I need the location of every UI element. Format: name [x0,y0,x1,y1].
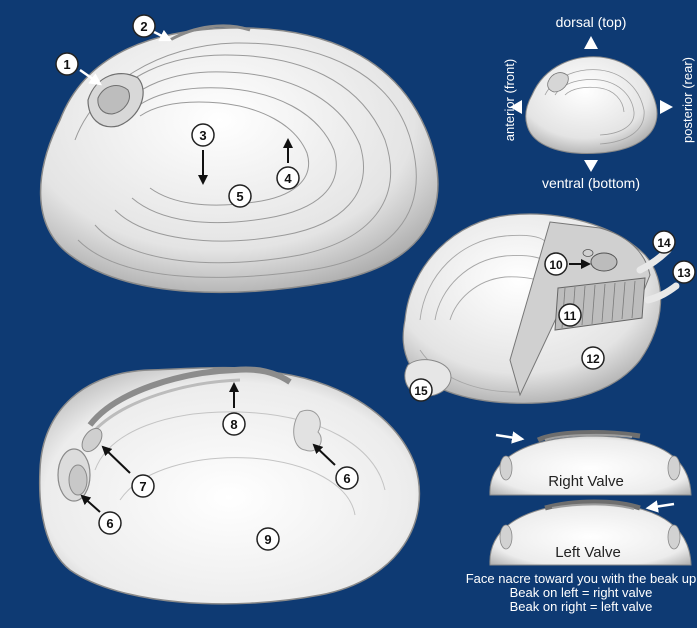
left-valve-arrow [645,500,675,513]
note-line-1: Face nacre toward you with the beak up [465,571,697,586]
callout-4: 4 [276,166,300,190]
svg-text:1: 1 [63,57,70,72]
callout-6a: 6 [98,511,122,535]
callout-5: 5 [228,184,252,208]
interior-shell [38,366,421,605]
callout-6b: 6 [335,466,359,490]
svg-text:14: 14 [657,236,671,250]
callout-8: 8 [222,412,246,436]
callout-13: 13 [672,260,696,284]
label-ventral: ventral (bottom) [542,175,640,191]
svg-text:15: 15 [414,384,428,398]
svg-text:2: 2 [140,19,147,34]
callout-12: 12 [581,346,605,370]
svg-text:10: 10 [549,258,563,272]
label-posterior: posterior (rear) [680,57,695,143]
svg-text:11: 11 [564,309,577,323]
label-dorsal: dorsal (top) [556,14,627,30]
callout-2: 2 [132,14,156,38]
callout-9: 9 [256,527,280,551]
callout-7: 7 [131,474,155,498]
label-anterior: anterior (front) [502,59,517,141]
note-line-3: Beak on right = left valve [509,599,653,614]
svg-text:12: 12 [586,352,600,366]
arrow-6b [312,443,336,466]
arrow-7 [101,445,131,474]
callout-10: 10 [544,252,568,276]
svg-text:3: 3 [199,128,206,143]
posterior-arrow [660,100,673,114]
svg-text:9: 9 [264,532,271,547]
arrow-1 [79,68,103,86]
callout-3: 3 [191,123,215,147]
anterior-arrow [510,100,522,114]
callout-11: 11 [558,303,582,327]
interior-arrows [80,382,336,513]
note-line-2: Beak on left = right valve [509,585,653,600]
svg-text:7: 7 [139,479,146,494]
callout-1: 1 [55,52,79,76]
svg-text:6: 6 [106,516,113,531]
orientation-note: Face nacre toward you with the beak up B… [465,572,697,614]
callout-14: 14 [652,230,676,254]
svg-text:6: 6 [343,471,350,486]
orientation-shell [525,56,658,154]
cutaway-clam [402,213,680,404]
ventral-arrow [584,160,598,172]
left-valve-label: Left Valve [555,544,621,561]
exterior-inner-arrows [198,138,293,185]
right-valve-arrow [495,431,525,444]
svg-text:4: 4 [284,171,292,186]
dorsal-arrow [584,36,598,49]
svg-text:5: 5 [236,189,243,204]
right-valve-label: Right Valve [548,473,624,490]
left-valve-shell [489,499,692,566]
callout-15: 15 [409,378,433,402]
right-valve-shell [489,430,692,496]
arrow-6a [80,494,101,513]
svg-text:13: 13 [677,266,691,280]
orientation-arrows [510,36,673,172]
exterior-shell [39,24,439,294]
svg-text:8: 8 [230,417,237,432]
